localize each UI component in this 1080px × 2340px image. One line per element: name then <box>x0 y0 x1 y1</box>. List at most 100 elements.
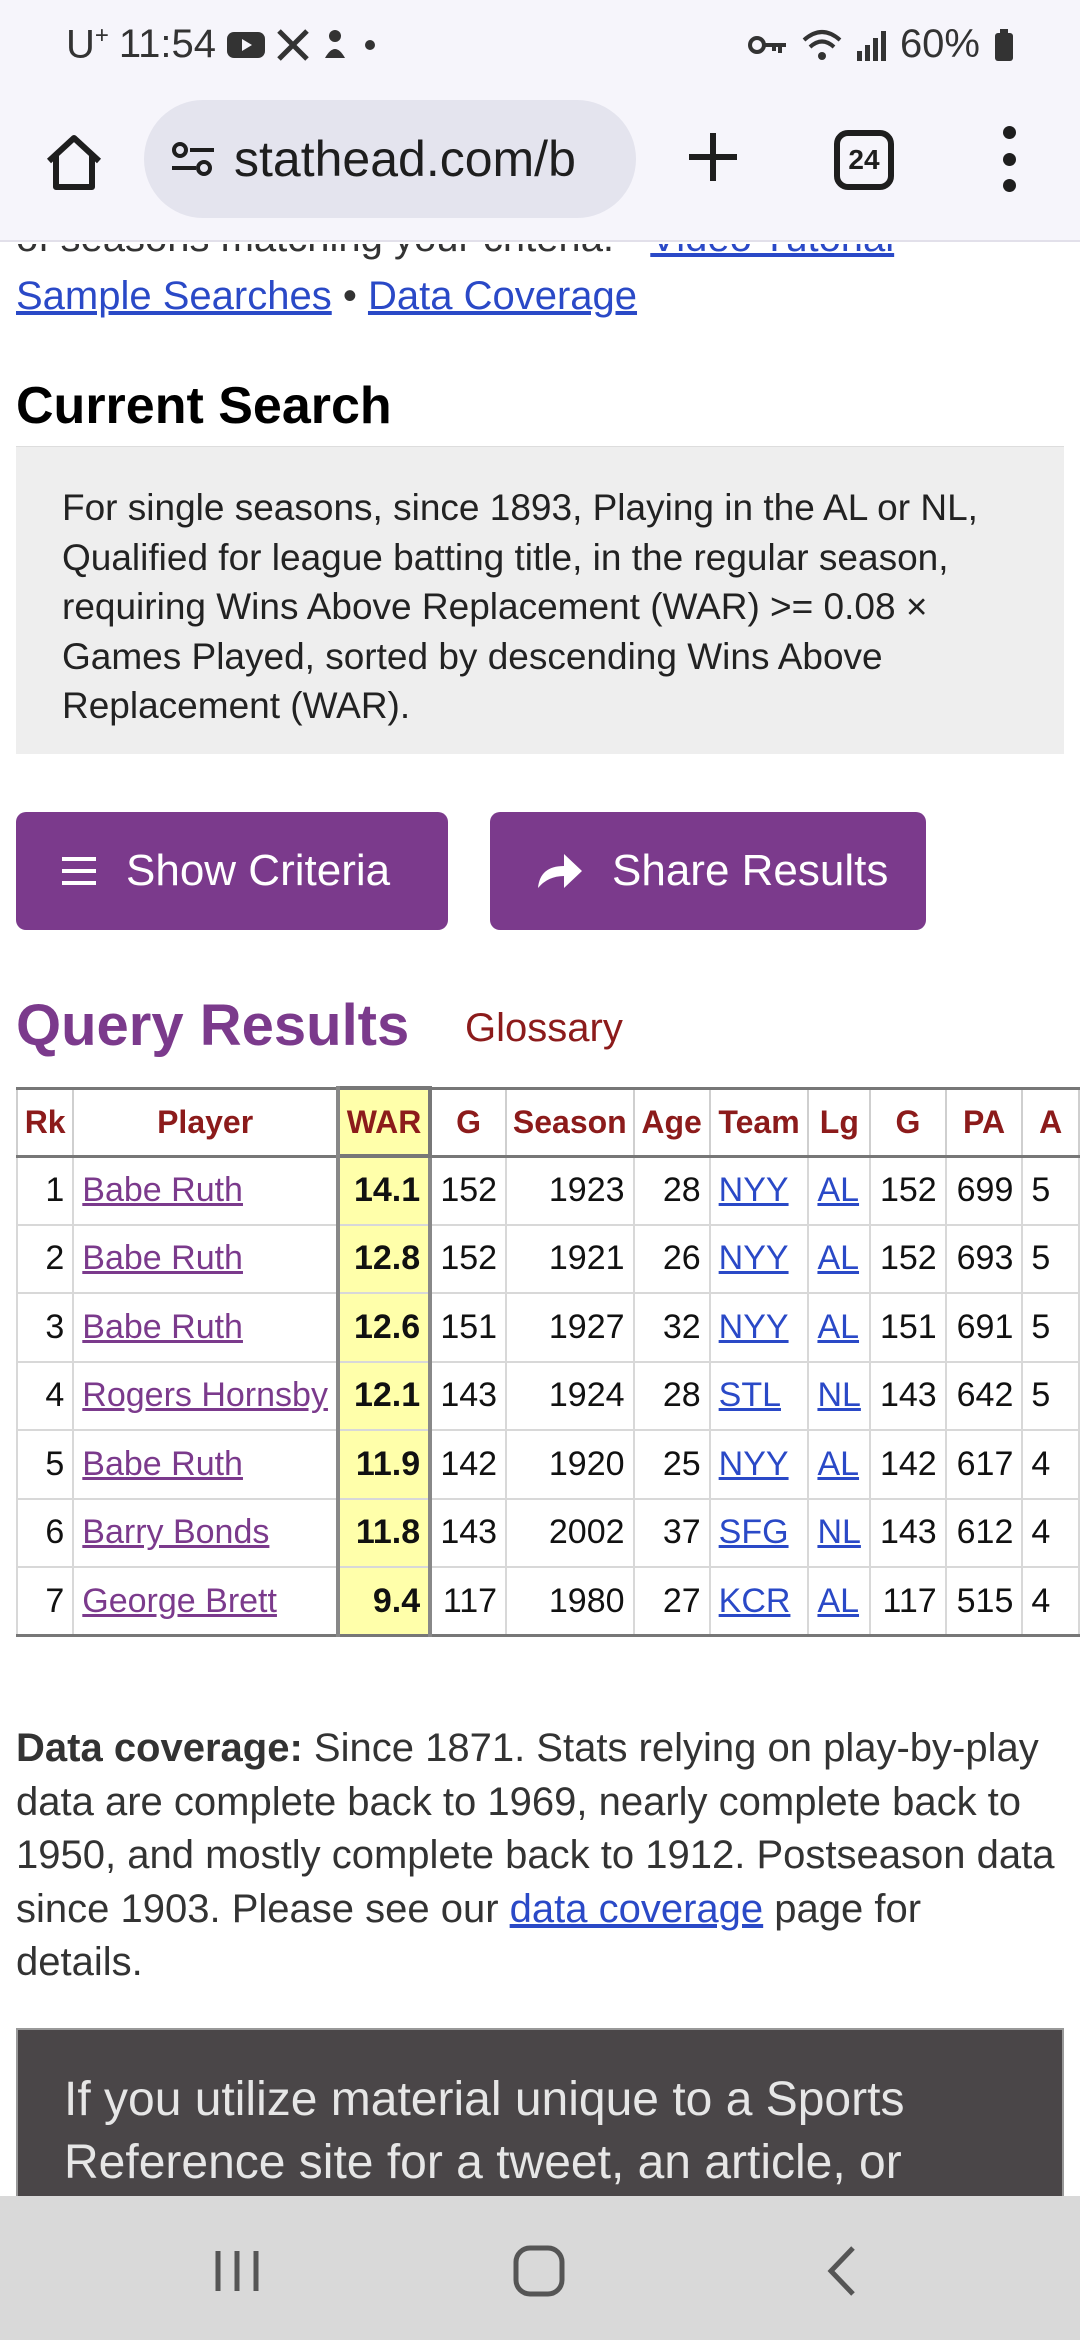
address-bar[interactable]: stathead.com/b <box>144 100 636 218</box>
age-cell: 25 <box>632 1429 711 1500</box>
team-link[interactable]: NYY <box>718 1239 789 1278</box>
league-link[interactable]: AL <box>817 1171 860 1209</box>
player-cell: Babe Ruth <box>72 1292 340 1363</box>
sample-searches-link[interactable]: Sample Searches <box>16 274 332 318</box>
season-cell: 1920 <box>505 1429 635 1500</box>
query-results-title: Query Results <box>16 993 410 1058</box>
column-header[interactable]: G <box>869 1086 947 1158</box>
league-link[interactable]: AL <box>817 1444 860 1483</box>
table-row: 6 Barry Bonds 11.8 143 2002 37 SFG NL 14… <box>16 1497 1080 1568</box>
rank-cell: 2 <box>16 1223 75 1294</box>
home-nav-icon[interactable] <box>504 2236 574 2306</box>
key-icon <box>747 33 788 57</box>
player-cell: Babe Ruth <box>72 1223 340 1294</box>
video-tutorial-link[interactable]: Video Tutorial <box>650 244 894 260</box>
column-header[interactable]: WAR <box>335 1086 433 1158</box>
player-link[interactable]: Babe Ruth <box>82 1171 243 1209</box>
site-settings-icon[interactable] <box>170 139 216 179</box>
team-cell: NYY <box>708 1429 810 1500</box>
column-header[interactable]: Lg <box>807 1086 872 1158</box>
recents-icon[interactable] <box>202 2236 272 2306</box>
results-table: Rk Player WAR G Season Age Team Lg G PA … <box>16 1086 1080 1637</box>
battery-icon <box>994 28 1014 62</box>
pa-cell: 699 <box>944 1155 1024 1226</box>
team-link[interactable]: SFG <box>718 1513 789 1552</box>
carrier-label: U+ <box>66 22 109 67</box>
season-cell: 1921 <box>505 1223 635 1294</box>
share-arrow-icon <box>536 852 584 890</box>
league-link[interactable]: AL <box>817 1307 860 1346</box>
ab-cell: 4 <box>1021 1497 1080 1568</box>
pa-cell: 612 <box>944 1497 1024 1568</box>
games-cell: 152 <box>429 1223 508 1294</box>
ab-cell: 4 <box>1021 1566 1080 1637</box>
url-text: stathead.com/b <box>234 131 576 187</box>
ab-cell: 5 <box>1021 1223 1080 1294</box>
home-icon[interactable] <box>40 128 108 196</box>
back-icon[interactable] <box>806 2236 876 2306</box>
games-cell: 143 <box>429 1360 508 1431</box>
games2-cell: 152 <box>869 1223 947 1294</box>
rank-cell: 1 <box>16 1155 75 1226</box>
show-criteria-button[interactable]: Show Criteria <box>16 812 448 930</box>
team-link[interactable]: STL <box>718 1376 781 1415</box>
league-link[interactable]: AL <box>817 1239 860 1278</box>
league-cell: AL <box>807 1223 872 1294</box>
player-link[interactable]: Babe Ruth <box>82 1444 243 1483</box>
more-menu-icon[interactable] <box>994 126 1024 192</box>
youtube-icon <box>226 30 266 60</box>
column-header[interactable]: Season <box>505 1086 635 1158</box>
team-cell: KCR <box>708 1566 810 1637</box>
new-tab-icon[interactable] <box>682 126 744 188</box>
war-cell: 11.9 <box>335 1429 433 1500</box>
share-results-button[interactable]: Share Results <box>490 812 926 930</box>
column-header[interactable]: PA <box>944 1086 1024 1158</box>
games2-cell: 151 <box>869 1292 947 1363</box>
war-cell: 9.4 <box>335 1566 433 1637</box>
column-header[interactable]: Team <box>708 1086 810 1158</box>
column-header[interactable]: Rk <box>16 1086 75 1158</box>
column-header[interactable]: A <box>1021 1086 1080 1158</box>
games-cell: 151 <box>429 1292 508 1363</box>
coverage-label: Data coverage: <box>16 1726 303 1770</box>
player-link[interactable]: Rogers Hornsby <box>82 1376 328 1415</box>
league-link[interactable]: NL <box>817 1513 861 1552</box>
league-link[interactable]: AL <box>817 1581 860 1620</box>
column-header[interactable]: G <box>429 1086 508 1158</box>
league-link[interactable]: NL <box>817 1376 861 1415</box>
column-header[interactable]: Age <box>632 1086 711 1158</box>
league-cell: NL <box>807 1497 872 1568</box>
league-cell: AL <box>807 1566 872 1637</box>
data-coverage-link[interactable]: Data Coverage <box>367 274 638 318</box>
column-header[interactable]: Player <box>72 1086 340 1158</box>
player-link[interactable]: Babe Ruth <box>82 1307 243 1346</box>
games2-cell: 143 <box>869 1360 947 1431</box>
player-link[interactable]: George Brett <box>82 1581 277 1620</box>
data-coverage-page-link[interactable]: data coverage <box>509 1886 764 1931</box>
current-search-description: For single seasons, since 1893, Playing … <box>16 446 1064 754</box>
x-icon <box>276 28 310 62</box>
table-row: 3 Babe Ruth 12.6 151 1927 32 NYY AL 151 … <box>16 1292 1080 1363</box>
team-cell: SFG <box>708 1497 810 1568</box>
rank-cell: 5 <box>16 1429 75 1500</box>
team-link[interactable]: NYY <box>718 1171 789 1209</box>
player-link[interactable]: Babe Ruth <box>82 1239 243 1278</box>
results-table-wrapper[interactable]: Rk Player WAR G Season Age Team Lg G PA … <box>16 1086 1080 1637</box>
usage-notice: If you utilize material unique to a Spor… <box>16 2028 1064 2196</box>
games2-cell: 117 <box>869 1566 947 1637</box>
player-cell: Babe Ruth <box>72 1429 340 1500</box>
team-link[interactable]: NYY <box>718 1307 789 1346</box>
player-cell: Barry Bonds <box>72 1497 340 1568</box>
team-link[interactable]: NYY <box>718 1444 789 1483</box>
pa-cell: 691 <box>944 1292 1024 1363</box>
tab-count: 24 <box>848 144 880 175</box>
tabs-icon[interactable]: 24 <box>834 130 894 190</box>
season-cell: 1924 <box>505 1360 635 1431</box>
status-bar: U+ 11:54 60% <box>0 0 1080 96</box>
age-cell: 28 <box>632 1155 711 1226</box>
player-link[interactable]: Barry Bonds <box>82 1513 270 1552</box>
glossary-link[interactable]: Glossary <box>465 1006 623 1050</box>
team-link[interactable]: KCR <box>718 1581 791 1620</box>
games2-cell: 142 <box>869 1429 947 1500</box>
rank-cell: 6 <box>16 1497 75 1568</box>
